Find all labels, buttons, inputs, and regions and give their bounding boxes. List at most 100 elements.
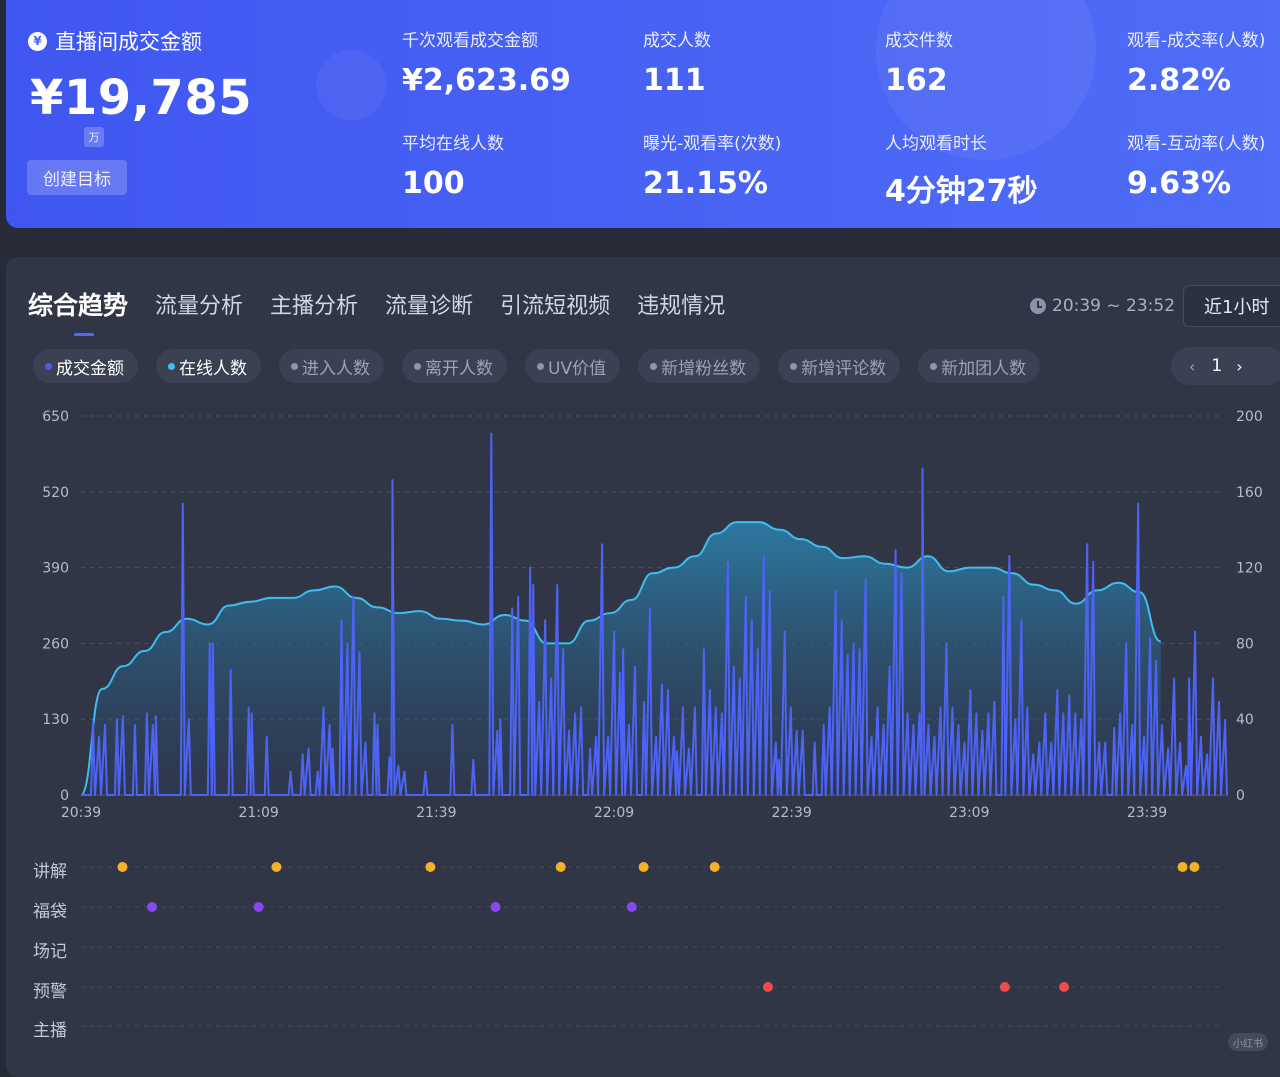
chip-dot — [45, 362, 52, 370]
metric-label: 千次观看成交金额 — [402, 31, 538, 51]
gmv-unit-badge: 万 — [84, 127, 104, 147]
time-range-text: 20:39 ~ 23:52 — [1052, 296, 1176, 316]
metric-chips: 成交金额 在线人数 进入人数 离开人数 UV价值 新增粉丝数 新增评论数 新加团… — [33, 349, 1058, 383]
period-select[interactable]: 近1小时 — [1183, 285, 1280, 327]
prev-page-icon[interactable]: ‹ — [1189, 356, 1196, 376]
clock-icon — [1030, 298, 1046, 314]
metric-label: 成交人数 — [643, 31, 711, 51]
metric-label: 成交件数 — [885, 31, 953, 51]
metric-value: 9.63% — [1127, 166, 1232, 201]
metric-label: 平均在线人数 — [402, 134, 504, 154]
chip-label: 进入人数 — [302, 358, 370, 379]
event-marker — [1177, 862, 1188, 872]
y-left-tick-label: 390 — [42, 561, 69, 577]
chip-dot — [537, 362, 544, 370]
metric-value: 4分钟27秒 — [885, 174, 1038, 209]
event-marker — [117, 862, 128, 872]
chip-dot — [291, 362, 298, 370]
x-tick-label: 23:09 — [949, 805, 989, 821]
x-tick-label: 21:09 — [238, 805, 278, 821]
y-right-tick-label: 0 — [1236, 788, 1245, 804]
event-row-label: 主播 — [33, 1021, 67, 1041]
next-page-icon[interactable]: › — [1236, 356, 1243, 376]
chip-leave[interactable]: 离开人数 — [402, 349, 507, 383]
metric-label: 曝光-观看率(次数) — [643, 134, 782, 154]
chip-enter[interactable]: 进入人数 — [279, 349, 384, 383]
metric-value: 100 — [402, 166, 465, 201]
tab-violations[interactable]: 违规情况 — [637, 294, 726, 319]
chip-online[interactable]: 在线人数 — [156, 349, 261, 383]
metric-avg-watch-time: 人均观看时长 4分钟27秒 — [885, 129, 1038, 210]
metric-items-sold: 成交件数 162 — [885, 26, 953, 98]
chip-label: 成交金额 — [56, 358, 124, 379]
metric-view-conversion-rate: 观看-成交率(人数) 2.82% — [1127, 26, 1265, 98]
event-marker — [999, 982, 1010, 992]
metric-exposure-view-rate: 曝光-观看率(次数) 21.15% — [643, 129, 781, 201]
tab-traffic-analysis[interactable]: 流量分析 — [155, 294, 244, 319]
metric-view-interaction-rate: 观看-互动率(人数) 9.63% — [1127, 129, 1265, 201]
event-marker — [762, 982, 773, 992]
metric-value: 2.82% — [1127, 63, 1232, 98]
event-marker — [626, 902, 637, 912]
metric-label: 人均观看时长 — [885, 134, 987, 154]
y-left-tick-label: 650 — [42, 409, 69, 425]
x-tick-label: 20:39 — [61, 805, 101, 821]
yen-circle-icon: ¥ — [28, 31, 47, 51]
x-tick-label: 21:39 — [416, 805, 456, 821]
event-marker — [709, 862, 720, 872]
event-marker — [147, 902, 158, 912]
gmv-value: ¥19,785 — [30, 70, 253, 126]
metric-gmv-per-thousand-views: 千次观看成交金额 ¥2,623.69 — [402, 26, 571, 98]
x-tick-label: 22:39 — [771, 805, 811, 821]
chip-dot — [650, 362, 658, 370]
chip-new-comments[interactable]: 新增评论数 — [778, 349, 901, 383]
chip-pager: ‹ 1 › — [1171, 347, 1280, 385]
event-marker — [1189, 862, 1200, 872]
metric-label: 观看-互动率(人数) — [1127, 134, 1266, 154]
event-marker — [555, 862, 566, 872]
chip-new-fans[interactable]: 新增粉丝数 — [638, 349, 761, 383]
y-right-tick-label: 200 — [1236, 409, 1263, 425]
metric-label: 观看-成交率(人数) — [1127, 31, 1266, 51]
event-row-label: 预警 — [33, 982, 67, 1002]
metric-value: 111 — [643, 63, 706, 98]
chip-label: 离开人数 — [425, 358, 493, 379]
gmv-title: 直播间成交金额 — [55, 30, 202, 54]
y-left-tick-label: 520 — [42, 485, 69, 501]
create-goal-button[interactable]: 创建目标 — [27, 160, 127, 195]
event-marker — [638, 862, 649, 872]
tab-host-analysis[interactable]: 主播分析 — [270, 294, 359, 319]
y-right-tick-label: 160 — [1236, 485, 1263, 501]
summary-banner — [6, 0, 1280, 228]
event-marker — [425, 862, 436, 872]
metric-value: 21.15% — [643, 166, 768, 201]
chip-dot — [790, 362, 798, 370]
y-left-tick-label: 260 — [42, 636, 69, 652]
y-left-tick-label: 130 — [42, 712, 69, 728]
event-marker — [271, 862, 282, 872]
chip-new-group[interactable]: 新加团人数 — [918, 349, 1041, 383]
chip-label: 新增评论数 — [801, 358, 887, 379]
y-right-tick-label: 80 — [1236, 636, 1254, 652]
tab-traffic-diagnosis[interactable]: 流量诊断 — [385, 294, 474, 319]
metric-buyers: 成交人数 111 — [643, 26, 711, 98]
chip-gmv[interactable]: 成交金额 — [33, 349, 138, 383]
gmv-line — [81, 432, 1228, 796]
chip-dot — [168, 362, 175, 370]
tab-short-video[interactable]: 引流短视频 — [500, 294, 611, 319]
metric-avg-online: 平均在线人数 100 — [402, 129, 504, 201]
event-marker — [490, 902, 501, 912]
metric-value: ¥2,623.69 — [402, 63, 571, 98]
page-number: 1 — [1211, 356, 1223, 376]
time-range: 20:39 ~ 23:52 — [1030, 296, 1175, 316]
chip-uv-value[interactable]: UV价值 — [525, 349, 621, 383]
gmv-header: ¥ 直播间成交金额 — [28, 26, 202, 56]
watermark: 小红书 — [1228, 1033, 1268, 1051]
tab-overall-trend[interactable]: 综合趋势 — [28, 286, 128, 336]
chip-label: 新增粉丝数 — [661, 358, 747, 379]
event-row-label: 福袋 — [33, 902, 67, 922]
x-tick-label: 23:39 — [1127, 805, 1167, 821]
chip-label: UV价值 — [548, 358, 607, 379]
chip-dot — [930, 362, 938, 370]
